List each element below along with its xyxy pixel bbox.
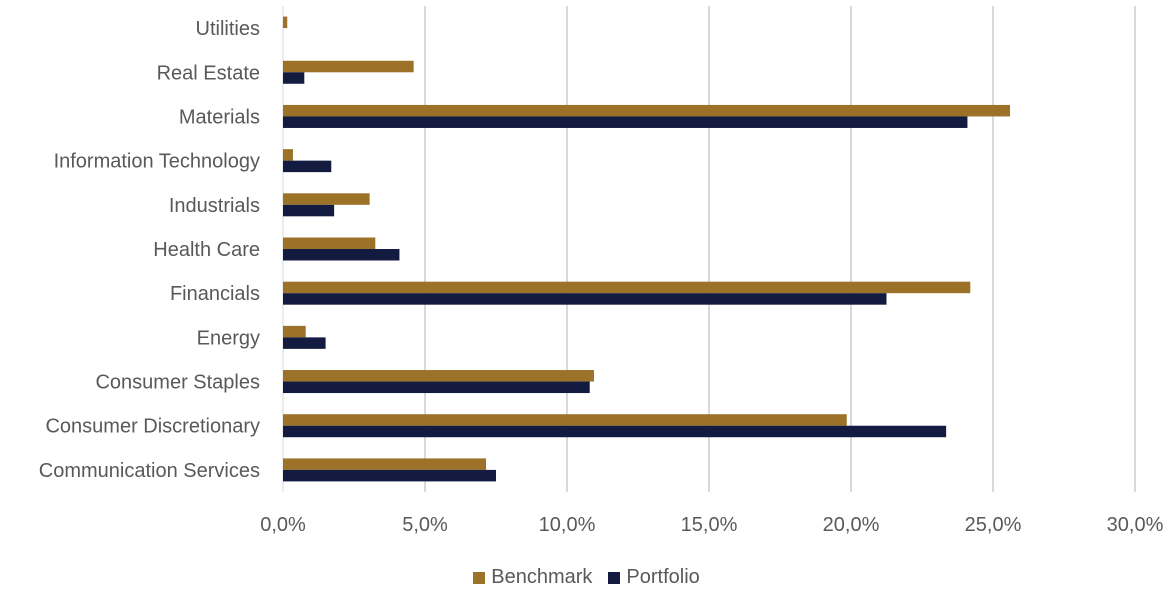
bar-benchmark — [283, 237, 376, 249]
category-label: Energy — [197, 327, 260, 349]
x-tick-label: 30,0% — [1107, 514, 1164, 536]
x-tick-label: 25,0% — [965, 514, 1022, 536]
x-tick-label: 20,0% — [823, 514, 880, 536]
bar-portfolio — [283, 249, 400, 261]
category-label: Materials — [179, 106, 260, 128]
legend-item-portfolio: Portfolio — [608, 566, 700, 589]
x-tick-label: 15,0% — [681, 514, 738, 536]
x-tick-label: 0,0% — [260, 514, 306, 536]
legend-row: Benchmark Portfolio — [0, 566, 1173, 589]
bar-portfolio — [283, 469, 496, 482]
bar-portfolio — [283, 337, 326, 349]
category-label: Consumer Discretionary — [45, 416, 260, 438]
bar-benchmark — [283, 458, 487, 470]
category-label: Financials — [170, 283, 260, 305]
bar-portfolio — [283, 116, 968, 128]
legend-swatch-benchmark — [473, 571, 486, 584]
legend-label-portfolio: Portfolio — [626, 566, 700, 588]
bar-benchmark — [283, 370, 594, 382]
x-tick-label: 10,0% — [539, 514, 596, 536]
category-label: Information Technology — [54, 151, 260, 173]
bar-portfolio — [283, 160, 332, 173]
legend-swatch-portfolio — [608, 571, 621, 584]
bar-portfolio — [283, 72, 305, 84]
category-label: Communication Services — [39, 460, 260, 482]
category-label: Real Estate — [157, 62, 260, 84]
bar-benchmark — [283, 193, 370, 205]
bars — [283, 16, 1011, 482]
bar-portfolio — [283, 204, 335, 217]
category-label: Consumer Staples — [95, 372, 260, 394]
bar-benchmark — [283, 60, 414, 73]
category-label: Utilities — [196, 18, 260, 40]
category-label: Health Care — [153, 239, 260, 261]
bar-benchmark — [283, 149, 293, 161]
bar-benchmark — [283, 16, 288, 29]
bar-benchmark — [283, 281, 971, 294]
bar-benchmark — [283, 414, 847, 426]
bar-benchmark — [283, 325, 306, 338]
bar-benchmark — [283, 104, 1011, 117]
legend-label-benchmark: Benchmark — [491, 566, 593, 588]
grid-lines — [282, 6, 1136, 492]
category-label: Industrials — [169, 195, 260, 217]
category-labels: Utilities Real Estate Materials Information… — [39, 18, 260, 482]
legend-item-benchmark: Benchmark — [473, 566, 592, 589]
x-tick-labels: 0,0% 5,0% 10,0% 15,0% 20,0% 25,0% 30,0% — [260, 514, 1163, 536]
x-tick-label: 5,0% — [402, 514, 448, 536]
bar-portfolio — [283, 293, 887, 305]
bar-portfolio — [283, 381, 590, 394]
bar-portfolio — [283, 425, 947, 438]
